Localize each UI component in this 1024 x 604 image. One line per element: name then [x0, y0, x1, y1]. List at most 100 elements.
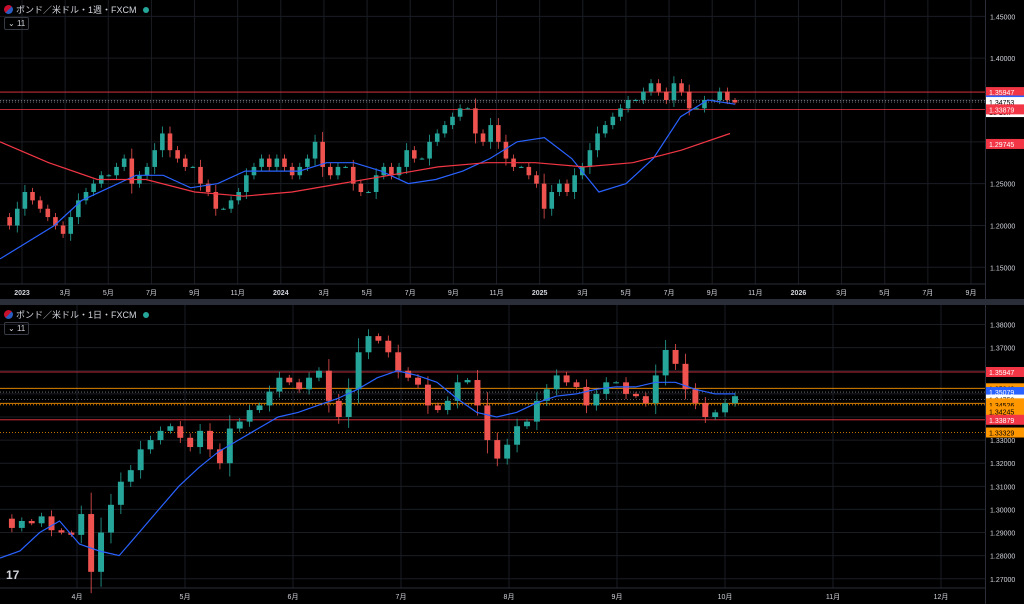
- candle-body: [205, 183, 211, 192]
- price-tick-label: 1.40000: [990, 56, 1015, 63]
- candle-body: [473, 108, 478, 134]
- daily-indicator-toggle[interactable]: ⌄ 11: [4, 322, 30, 335]
- candle-body: [343, 166, 348, 168]
- weekly-indicator-toggle[interactable]: ⌄ 11: [4, 17, 30, 30]
- candle-body: [106, 175, 112, 177]
- weekly-chart-plot[interactable]: 2023 3月 5月 7月 9月 11月 2024 3月 5月 7月 9月 11月 2025 3月 5月 7月…: [0, 0, 986, 300]
- tradingview-logo[interactable]: 17: [6, 568, 20, 582]
- candle-body: [221, 208, 226, 210]
- candle-body: [37, 200, 43, 209]
- candle-body: [404, 150, 409, 167]
- candle-body: [474, 380, 481, 406]
- time-tick-label: 5月: [879, 289, 890, 297]
- price-label-bg: [986, 414, 1024, 425]
- price-tick-label: 1.33000: [990, 438, 1015, 445]
- candle-body: [8, 518, 15, 528]
- candle-body: [335, 166, 341, 176]
- price-tick-label: 1.28000: [990, 554, 1015, 561]
- candle-body: [533, 400, 540, 422]
- candle-body: [526, 166, 532, 176]
- price-tick-label: 1.37000: [990, 346, 1015, 353]
- candle-body: [276, 377, 283, 392]
- candle-body: [236, 421, 243, 429]
- pane-divider[interactable]: [0, 299, 1024, 305]
- weekly-chart-title: ポンド／米ドル・1週・FXCM: [4, 3, 149, 16]
- time-tick-label: 7月: [146, 289, 157, 297]
- candle-body: [444, 400, 451, 411]
- candle-body: [396, 166, 402, 176]
- candle-body: [642, 396, 649, 404]
- candle-body: [618, 108, 623, 117]
- candle-body: [549, 192, 555, 209]
- candle-body: [457, 108, 463, 117]
- candle-body: [325, 370, 332, 401]
- candle-body: [30, 192, 35, 201]
- candle-body: [98, 532, 105, 572]
- candle-body: [454, 382, 461, 401]
- candle-body: [652, 375, 659, 404]
- price-tick-label: 1.31000: [990, 484, 1015, 491]
- time-tick-label: 3月: [319, 289, 330, 297]
- candle-body: [328, 166, 333, 176]
- price-label-bg: [986, 87, 1024, 98]
- candle-body: [427, 141, 432, 159]
- time-tick-label: 7月: [922, 289, 933, 297]
- fast-moving-average-line: [0, 99, 736, 260]
- time-tick-label: 10月: [718, 593, 733, 601]
- price-label-text: 1.34245: [989, 409, 1014, 416]
- candle-body: [167, 133, 173, 151]
- candle-body: [45, 208, 51, 218]
- market-open-icon: [142, 311, 149, 318]
- time-tick-label: 5月: [180, 593, 191, 601]
- price-label-bg: [986, 104, 1024, 115]
- daily-chart-plot[interactable]: 4月 5月 6月 7月 8月 9月 10月 11月 12月: [0, 305, 986, 604]
- candle-body: [266, 391, 273, 406]
- price-label-text: 1.33329: [989, 430, 1014, 437]
- gbp-usd-flag-icon: [4, 310, 13, 319]
- price-label-bg: [986, 406, 1024, 417]
- time-tick-label: 5月: [103, 289, 114, 297]
- candle-body: [68, 532, 75, 535]
- candle-body: [286, 377, 293, 383]
- price-label: 1.29745: [986, 138, 1024, 149]
- candle-body: [58, 530, 65, 533]
- time-tick-label: 3月: [60, 289, 71, 297]
- candle-body: [91, 183, 96, 192]
- price-tick-label: 1.30000: [990, 507, 1015, 514]
- time-tick-label: 6月: [288, 593, 299, 601]
- candle-body: [28, 520, 35, 524]
- candle-body: [450, 116, 455, 126]
- candle-body: [595, 133, 600, 151]
- candle-body: [541, 183, 547, 209]
- candle-body: [68, 217, 74, 234]
- candle-body: [518, 166, 524, 168]
- candle-body: [127, 470, 134, 482]
- time-tick-label: 7月: [664, 289, 675, 297]
- candle-body: [543, 389, 550, 401]
- candle-body: [366, 192, 371, 193]
- candle-body: [625, 100, 631, 109]
- price-label-bg: [986, 399, 1024, 410]
- time-tick-label: 11月: [748, 289, 762, 297]
- price-label: 1.35079: [986, 387, 1024, 398]
- candle-body: [282, 158, 287, 167]
- time-tick-label: 5月: [362, 289, 373, 297]
- candle-body: [266, 158, 272, 167]
- candle-body: [524, 421, 530, 427]
- candle-body: [395, 352, 402, 371]
- price-label: 1.33879: [986, 414, 1024, 425]
- candle-body: [725, 91, 730, 100]
- time-tick-label: 11月: [489, 289, 503, 297]
- candle-body: [662, 349, 669, 376]
- weekly-chart-pane[interactable]: 2023 3月 5月 7月 9月 11月 2024 3月 5月 7月 9月 11月 2025 3月 5月 7月…: [0, 0, 1024, 300]
- daily-price-axis[interactable]: 1.380001.370001.360001.350001.340001.330…: [985, 305, 1024, 604]
- candle-body: [358, 183, 364, 192]
- candle-body: [22, 192, 28, 209]
- candle-body: [18, 520, 25, 528]
- candle-body: [632, 393, 639, 397]
- weekly-price-axis[interactable]: 1.450001.400001.350001.300001.250001.200…: [985, 0, 1024, 300]
- candle-body: [573, 382, 580, 387]
- price-tick-label: 1.27000: [990, 577, 1015, 584]
- candle-body: [557, 183, 562, 192]
